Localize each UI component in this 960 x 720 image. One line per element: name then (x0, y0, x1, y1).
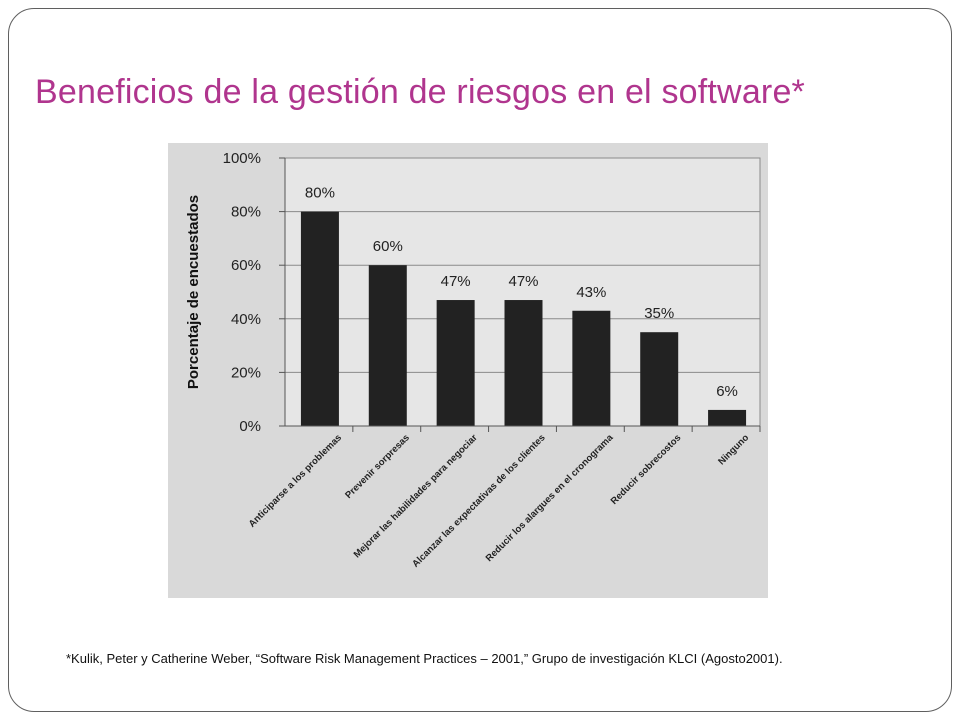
data-label: 47% (508, 273, 538, 290)
bar-chart: 0% 20% 40% 60% 80% 100% Porcentaje de encuesta… (185, 150, 761, 570)
data-label: 35% (644, 305, 674, 322)
y-tick-label: 100% (223, 150, 261, 167)
chart-panel: 0% 20% 40% 60% 80% 100% Porcentaje de encuesta… (168, 143, 768, 598)
category-label: Anticiparse a los problemas (247, 432, 344, 529)
y-tick-label: 80% (231, 204, 261, 221)
category-label: Ninguno (716, 432, 751, 467)
bar-3 (436, 300, 475, 426)
y-tick-label: 0% (239, 418, 261, 435)
bar-5 (572, 310, 611, 426)
data-label: 60% (373, 238, 403, 255)
bar-2 (368, 265, 407, 426)
bar-1 (300, 211, 339, 426)
y-tick-label: 60% (231, 257, 261, 274)
category-label: Reducir sobrecostos (609, 432, 684, 507)
slide-title: Beneficios de la gestión de riesgos en e… (35, 73, 805, 111)
bar-6 (640, 332, 679, 426)
bar-7 (708, 409, 747, 426)
data-label: 43% (576, 284, 606, 301)
category-label: Alcanzar las expectativas de los cliente… (410, 432, 547, 569)
category-label: Mejorar las habilidades para negociar (352, 432, 480, 560)
y-axis-label: Porcentaje de encuestados (185, 195, 202, 389)
citation-footnote: *Kulik, Peter y Catherine Weber, “Softwa… (66, 651, 783, 666)
data-label: 6% (716, 383, 738, 400)
data-label: 47% (441, 273, 471, 290)
y-tick-label: 20% (231, 364, 261, 381)
category-label: Prevenir sorpresas (343, 432, 412, 501)
y-tick-label: 40% (231, 311, 261, 328)
category-label: Reducir los alargues en el cronograma (484, 432, 616, 564)
data-label: 80% (305, 185, 335, 202)
bar-4 (504, 300, 543, 426)
